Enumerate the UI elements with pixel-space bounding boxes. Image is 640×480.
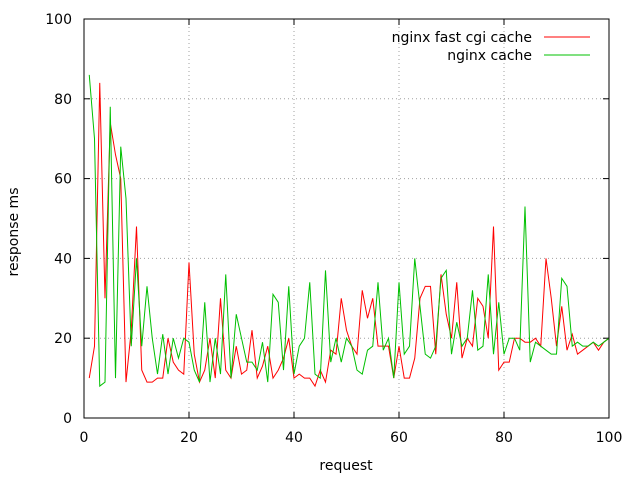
x-tick-label: 60	[390, 430, 408, 446]
y-tick-label: 60	[54, 172, 72, 188]
x-tick-label: 20	[180, 430, 198, 446]
x-tick-label: 40	[285, 430, 303, 446]
series-line-2	[88, 74, 610, 388]
series-lines	[88, 74, 610, 388]
x-tick-label: 80	[495, 430, 513, 446]
y-tick-label: 80	[54, 92, 72, 108]
y-tick-label: 20	[54, 331, 72, 347]
x-tick-label: 100	[596, 430, 623, 446]
plot-frame	[83, 18, 610, 419]
y-tick-label: 0	[63, 411, 72, 427]
legend-label-1: nginx fast cgi cache	[392, 30, 532, 46]
legend-label-2: nginx cache	[447, 48, 532, 64]
legend: nginx fast cgi cache nginx cache	[392, 30, 590, 64]
y-tick-label: 100	[45, 12, 72, 28]
series-line-1	[88, 82, 610, 388]
x-axis-label: request	[319, 458, 373, 474]
y-tick-label: 40	[54, 251, 72, 267]
y-axis-label: response ms	[6, 188, 22, 277]
x-tick-label: 0	[80, 430, 89, 446]
axis-ticks: 0 20 40 60 80 100 0 20 40 60 80 100	[45, 12, 622, 446]
